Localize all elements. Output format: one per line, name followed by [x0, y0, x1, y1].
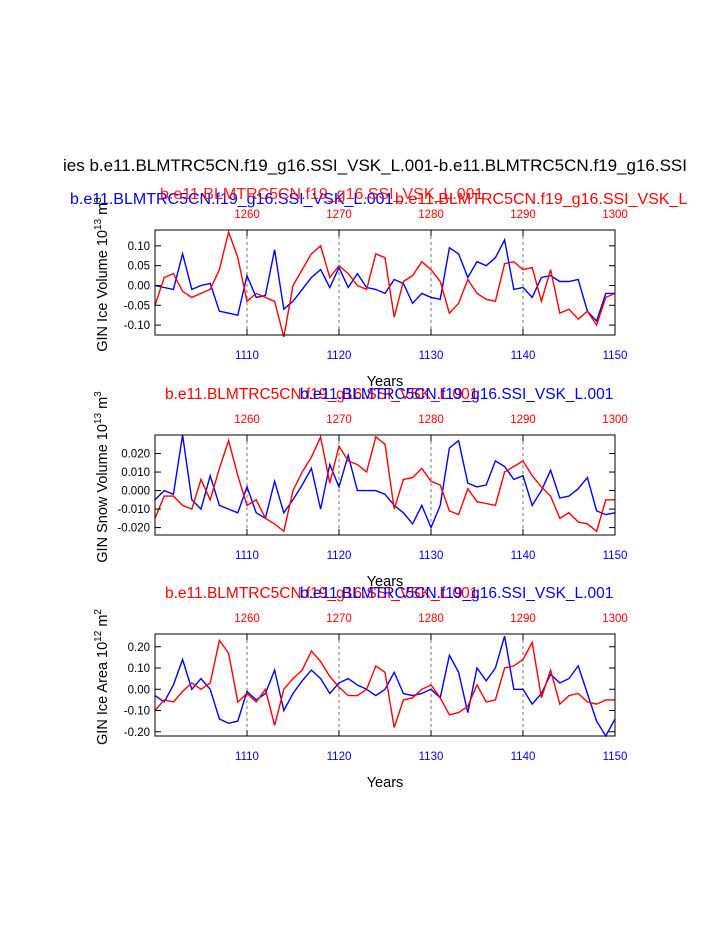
y-tick-label: 0.05 [128, 261, 150, 273]
x-tick-label: 1150 [603, 550, 628, 562]
y-label-exp: 13 [93, 218, 104, 230]
x-tick-label: 1120 [327, 751, 352, 763]
y-label-unit: m [95, 397, 111, 413]
y-label-text: GIN Ice Area 10 [95, 642, 111, 745]
top-tick-label: 1260 [234, 613, 260, 625]
y-label-unit-exp: 3 [93, 197, 104, 203]
chart-panel-2: -0.020 -0.010 0.000 0.010 0.020 1110 1120 1130 1… [93, 386, 628, 590]
x-tick-label: 1150 [603, 751, 628, 763]
x-axis-label: Years [367, 374, 404, 390]
top-tick-label: 1300 [602, 414, 628, 426]
top-red-title-a: b.e11.BLMTRC5CN.f19_g16.SSI_VSK_L.001 [160, 186, 484, 203]
x-tick-label: 1140 [511, 751, 536, 763]
y-axis-label: GIN Snow Volume 1013 m3 [93, 391, 111, 563]
top-tick-label: 1300 [602, 209, 628, 221]
main-title: ies b.e11.BLMTRC5CN.f19_g16.SSI_VSK_L.00… [63, 156, 687, 175]
x-tick-label: 1130 [419, 350, 444, 362]
x-axis-label: Years [367, 775, 404, 791]
y-label-unit-exp: 3 [93, 391, 104, 397]
series-line-red [154, 229, 616, 338]
y-tick-label: -0.010 [117, 504, 150, 516]
top-tick-label: 1280 [418, 613, 444, 625]
top-tick-label: 1290 [510, 613, 536, 625]
panel-title-blue: b.e11.BLMTRC5CN.f19_g16.SSI_VSK_L.001 [300, 585, 613, 602]
y-axis-label: GIN Ice Area 1012 m2 [93, 609, 111, 745]
top-tick-label: 1290 [510, 209, 536, 221]
y-label-exp: 12 [93, 630, 104, 642]
y-tick-label: -0.10 [124, 706, 150, 718]
panel-title-blue: b.e11.BLMTRC5CN.f19_g16.SSI_VSK_L.001 [300, 386, 613, 403]
y-label-text: GIN Snow Volume 10 [95, 424, 111, 563]
top-tick-label: 1290 [510, 414, 536, 426]
top-red-title-b: b.e11.BLMTRC5CN.f19_g16.SSI_VSK_L [395, 191, 687, 208]
x-tick-label: 1110 [235, 550, 259, 562]
top-tick-label: 1270 [326, 209, 352, 221]
x-tick-label: 1140 [511, 550, 536, 562]
y-label-unit: m [95, 615, 111, 631]
y-tick-label: 0.20 [128, 642, 150, 654]
y-label-text: GIN Ice Volume 10 [95, 230, 111, 352]
y-tick-label: -0.10 [124, 320, 150, 332]
y-label-exp: 13 [93, 413, 104, 425]
plot-frame [154, 229, 616, 336]
panel-title-red: b.e11.BLMTRC5CN.f19_g16.SSI_VSK_L.001 [165, 386, 478, 403]
top-tick-label: 1260 [234, 209, 260, 221]
top-tick-label: 1260 [234, 414, 260, 426]
plot-frame [154, 434, 616, 536]
x-tick-label: 1150 [603, 350, 628, 362]
y-axis-label: GIN Ice Volume 1013 m3 [93, 197, 111, 352]
y-tick-label: 0.00 [128, 280, 150, 292]
top-tick-label: 1270 [326, 613, 352, 625]
y-tick-label: -0.020 [117, 523, 150, 535]
x-tick-label: 1130 [419, 550, 444, 562]
x-tick-label: 1130 [419, 751, 444, 763]
y-label-unit-exp: 2 [93, 609, 104, 615]
y-tick-label: 0.000 [121, 486, 150, 498]
series-line-red [154, 434, 615, 533]
y-tick-label: 0.10 [128, 663, 150, 675]
chart-panel-3: -0.20 -0.10 0.00 0.10 0.20 1110 1120 1130 1140 11… [93, 585, 628, 791]
x-axis-label: Years [367, 574, 404, 590]
x-tick-label: 1140 [511, 350, 536, 362]
top-blue-title: b.e11.BLMTRC5CN.f19_g16.SSI_VSK_L.001 [70, 191, 394, 208]
top-tick-label: 1280 [418, 414, 444, 426]
series-line-blue [154, 635, 616, 738]
y-tick-label: 0.010 [121, 467, 150, 479]
y-tick-label: 0.10 [128, 241, 150, 253]
top-tick-label: 1270 [326, 414, 352, 426]
chart-panel-1: -0.10 -0.05 0.00 0.05 0.10 1110 1120 1130 1140 11… [93, 197, 628, 390]
y-tick-label: 0.00 [128, 684, 150, 696]
y-label-unit: m [95, 203, 111, 219]
y-tick-label: -0.20 [124, 727, 150, 739]
top-tick-label: 1300 [602, 613, 628, 625]
x-tick-label: 1120 [327, 350, 352, 362]
y-tick-label: 0.020 [121, 449, 150, 461]
plot-frame [154, 633, 616, 737]
chart-panels: -0.10 -0.05 0.00 0.05 0.10 1110 1120 1130 1140 11… [93, 197, 628, 791]
x-tick-label: 1110 [235, 350, 259, 362]
y-tick-label: -0.05 [124, 300, 150, 312]
series-line-blue [154, 434, 616, 530]
top-tick-label: 1280 [418, 209, 444, 221]
panel-title-red: b.e11.BLMTRC5CN.f19_g16.SSI_VSK_L.001 [165, 585, 478, 602]
x-tick-label: 1120 [327, 550, 352, 562]
series-line-blue [154, 237, 615, 323]
series-line-red [154, 638, 615, 728]
x-tick-label: 1110 [235, 751, 259, 763]
